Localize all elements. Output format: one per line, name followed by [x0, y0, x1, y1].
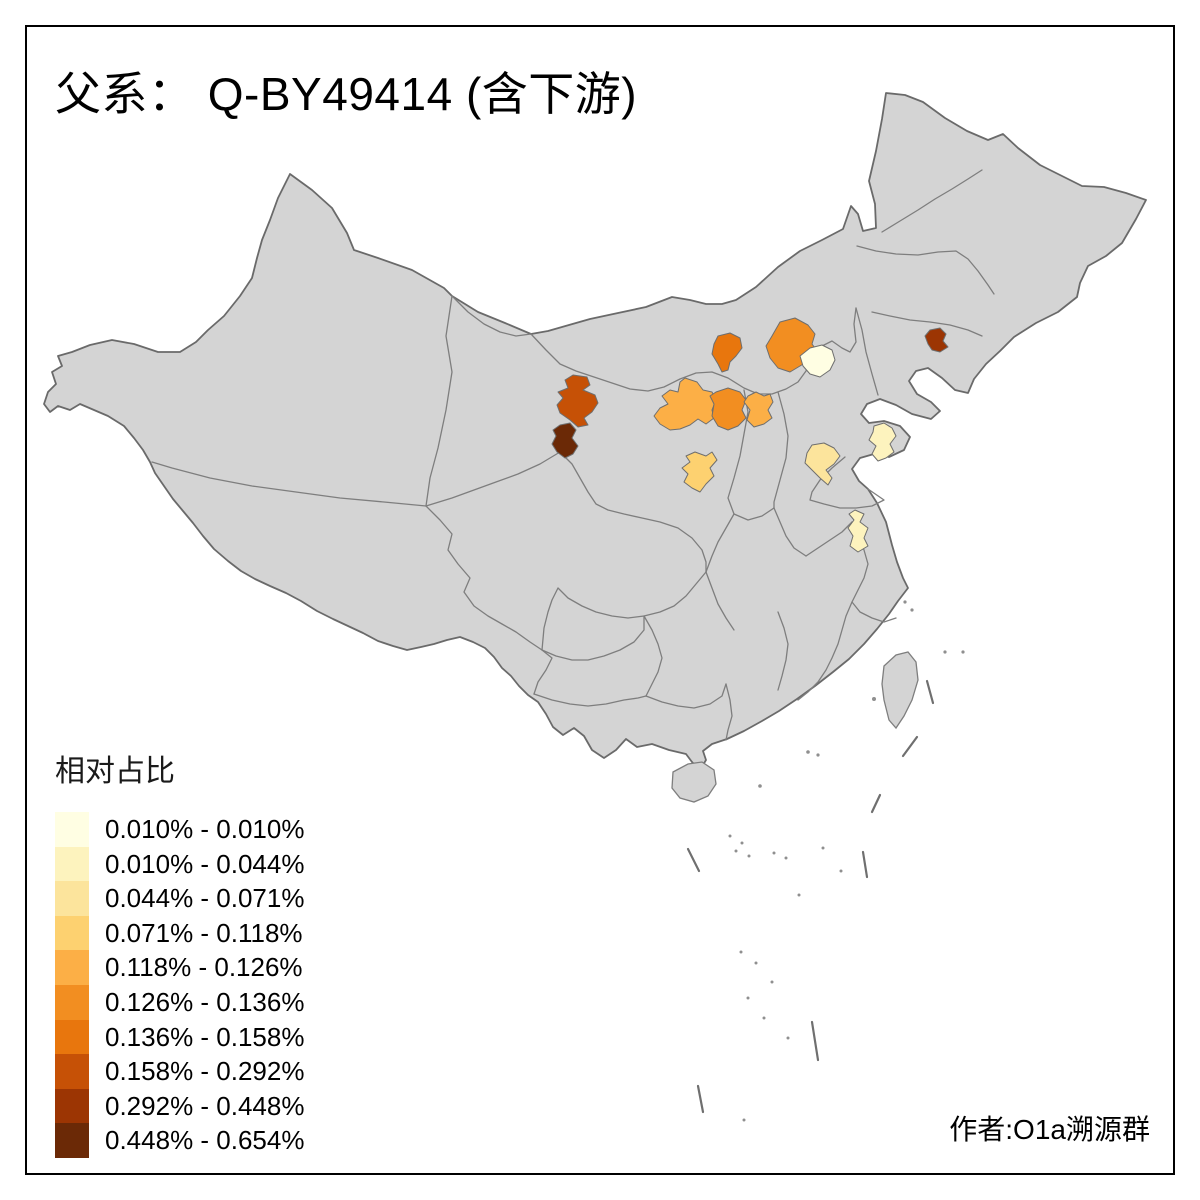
legend-item: 0.010% - 0.010%	[55, 812, 304, 847]
legend-swatch	[55, 915, 89, 951]
legend-items: 0.010% - 0.010% 0.010% - 0.044% 0.044% -…	[55, 812, 304, 1158]
legend-label: 0.292% - 0.448%	[105, 1090, 305, 1121]
legend-swatch	[55, 950, 89, 985]
choropleth-region-8	[709, 387, 747, 431]
legend-item: 0.044% - 0.071%	[55, 881, 304, 916]
choropleth-regions	[551, 317, 949, 553]
legend-item: 0.158% - 0.292%	[55, 1054, 304, 1089]
legend-title: 相对占比	[55, 755, 175, 788]
attribution: 作者:O1a溯源群	[949, 1114, 1150, 1145]
choropleth-region-1	[556, 374, 599, 428]
legend-label: 0.158% - 0.292%	[105, 1056, 305, 1087]
legend-swatch	[55, 1123, 89, 1158]
legend-item: 0.448% - 0.654%	[55, 1123, 304, 1158]
legend-label: 0.071% - 0.118%	[105, 917, 303, 948]
choropleth-region-13	[847, 509, 869, 553]
choropleth-region-5	[799, 344, 836, 378]
page-title: 父系： Q-BY49414 (含下游)	[55, 68, 638, 120]
legend-swatch	[55, 812, 89, 847]
legend-swatch	[55, 846, 89, 882]
taiwan-island	[881, 651, 919, 730]
legend-item: 0.126% - 0.136%	[55, 984, 305, 1020]
legend-label: 0.118% - 0.126%	[105, 952, 303, 983]
sea-boundary-dashes	[686, 679, 935, 1114]
legend-label: 0.136% - 0.158%	[105, 1021, 305, 1052]
legend-label: 0.010% - 0.010%	[105, 814, 305, 844]
legend-swatch	[55, 881, 89, 916]
small-islands	[728, 600, 965, 1122]
legend-item: 0.071% - 0.118%	[55, 915, 304, 951]
legend-label: 0.448% - 0.654%	[105, 1125, 305, 1156]
choropleth-region-10	[681, 451, 718, 493]
china-mainland	[43, 92, 1147, 771]
legend-label: 0.010% - 0.044%	[105, 848, 305, 879]
legend-swatch	[55, 1054, 89, 1089]
choropleth-region-2	[551, 422, 579, 459]
legend-item: 0.292% - 0.448%	[55, 1088, 305, 1124]
legend-item: 0.118% - 0.126%	[55, 950, 304, 985]
legend-item: 0.010% - 0.044%	[55, 846, 305, 882]
choropleth-region-11	[804, 442, 841, 486]
choropleth-region-9	[743, 391, 774, 428]
legend-label: 0.126% - 0.136%	[105, 986, 305, 1017]
legend-swatch	[55, 1019, 89, 1055]
legend-item: 0.136% - 0.158%	[55, 1019, 305, 1055]
legend: 相对占比 0.010% - 0.010% 0.010% - 0.044% 0.0…	[55, 746, 304, 1158]
choropleth-region-3	[711, 332, 743, 373]
choropleth-region-12	[868, 422, 897, 462]
hainan-island	[671, 761, 717, 803]
legend-label: 0.044% - 0.071%	[105, 883, 305, 914]
choropleth-region-6	[924, 327, 949, 353]
legend-swatch	[55, 984, 89, 1020]
province-borders	[151, 169, 995, 741]
legend-swatch	[55, 1088, 89, 1124]
